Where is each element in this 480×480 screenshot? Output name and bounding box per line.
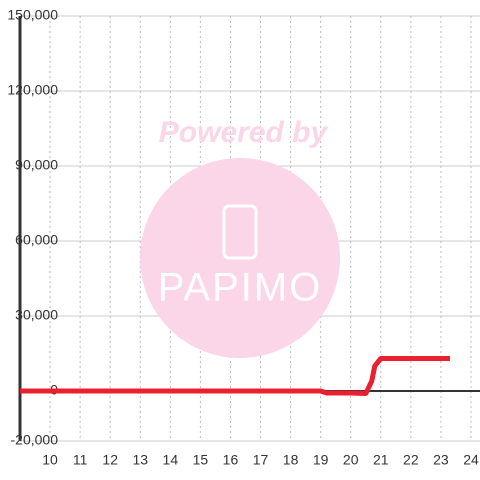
x-tick-label: 19 bbox=[313, 452, 329, 468]
x-tick-label: 14 bbox=[163, 452, 179, 468]
y-tick-label: 150,000 bbox=[7, 7, 58, 23]
x-tick-label: 23 bbox=[433, 452, 449, 468]
watermark-logo: PAPIMO bbox=[158, 266, 323, 310]
x-tick-label: 16 bbox=[223, 452, 239, 468]
x-tick-label: 15 bbox=[193, 452, 209, 468]
x-tick-label: 13 bbox=[132, 452, 148, 468]
x-tick-label: 20 bbox=[343, 452, 359, 468]
y-tick-label: 30,000 bbox=[15, 307, 58, 323]
x-tick-label: 11 bbox=[73, 452, 88, 468]
y-tick-label: 120,000 bbox=[7, 82, 58, 98]
x-tick-label: 22 bbox=[403, 452, 419, 468]
watermark-text: Powered by bbox=[159, 116, 329, 149]
x-tick-label: 17 bbox=[253, 452, 269, 468]
line bbox=[20, 356, 450, 396]
x-tick-label: 24 bbox=[463, 452, 479, 468]
watermark-icon bbox=[222, 204, 258, 260]
y-tick-label: -20,000 bbox=[11, 432, 59, 448]
x-tick-label: 12 bbox=[102, 452, 118, 468]
x-tick-label: 21 bbox=[373, 452, 389, 468]
x-tick-label: 10 bbox=[42, 452, 58, 468]
y-tick-label: 60,000 bbox=[15, 232, 58, 248]
x-tick-label: 18 bbox=[283, 452, 299, 468]
y-tick-label: 90,000 bbox=[15, 157, 58, 173]
